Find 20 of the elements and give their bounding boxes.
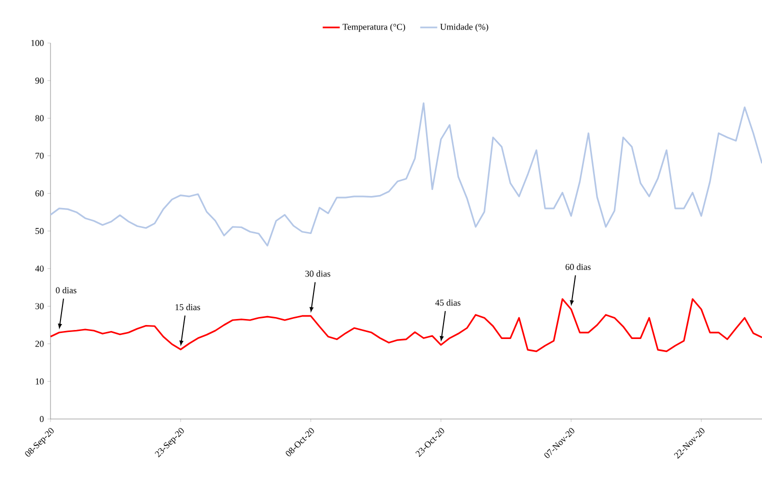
y-tick-label: 40 — [35, 266, 44, 272]
y-tick-label: 80 — [35, 115, 44, 122]
y-tick-label: 20 — [35, 340, 44, 347]
line-series — [50, 298, 762, 352]
y-tick-label: 30 — [35, 303, 44, 310]
annotation: 15 dias — [176, 304, 200, 310]
legend-label: Umidade (%) — [440, 24, 488, 32]
annotation: 30 dias — [305, 270, 330, 277]
line-series — [50, 102, 762, 246]
legend-label: Temperatura (°C) — [342, 24, 406, 32]
y-tick-label: 70 — [36, 152, 44, 159]
annotation: 0 dias — [56, 286, 76, 294]
y-tick-label: 100 — [31, 40, 44, 46]
y-tick-label: 90 — [35, 78, 44, 84]
y-tick-label: 60 — [35, 190, 44, 196]
annotation: 60 dias — [566, 264, 591, 270]
y-tick-label: 50 — [36, 228, 44, 234]
y-tick-label: 10 — [36, 378, 44, 384]
annotation: 45 dias — [435, 299, 460, 306]
y-tick-label: 0 — [40, 416, 44, 422]
